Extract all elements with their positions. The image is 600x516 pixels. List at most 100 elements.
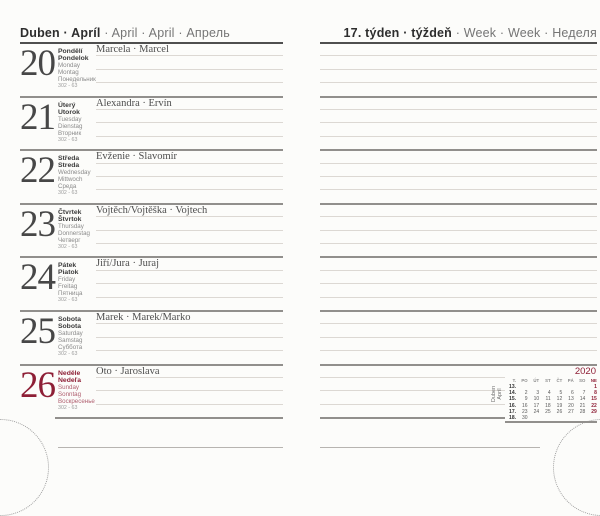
writing-line [320,377,505,378]
mini-calendar-april: 2020 T. PO ÚT ST ČT PÁ SO NE 13. 1 14. 2 3 4 5 6 7 8 15. 9 1… [505,365,597,421]
day-number: 25 [20,311,56,352]
day-label-cs: Sobota [58,316,82,323]
day-label-sk: Piatok [58,269,79,277]
writing-line [96,108,283,110]
calendar-date: 25 [545,409,551,415]
calendar-date: 6 [570,390,574,397]
day-label-cs: Neděle [58,369,81,377]
day-label-ru: Среда [58,183,77,191]
calendar-date: 10 [533,396,540,403]
writing-line [96,376,283,378]
calendar-day-header: SO [579,377,586,383]
day-label-ru: Вторник [58,129,82,137]
nameday-names: Marek · Marek/Marko [96,312,191,323]
writing-line [320,176,597,177]
calendar-day-header: ÚT [533,377,540,383]
day-row: 23 Čtvrtek Štvrtok Thursday Donnerstag Четвер… [20,203,283,257]
day-number: 23 [20,203,56,245]
day-label-en: Sunday [58,383,79,391]
day-label-de: Montag [58,69,79,76]
calendar-date: 27 [568,409,574,415]
page-reference: 302 - 63 [58,83,78,89]
day-label-de: Samstag [58,337,83,344]
calendar-date: 24 [533,409,540,415]
calendar-date: 26 [556,409,563,415]
day-separator [20,363,283,366]
day-label-de: Sonntag [58,390,82,398]
calendar-date: 29 [591,409,597,415]
calendar-month-rotated-label: Duben Apríl [491,368,503,420]
day-separator [320,310,597,312]
day-labels: Úterý Utorok Tuesday Dienstag Вторник [58,102,82,137]
day-separator [320,417,505,420]
writing-line [96,189,283,191]
day-number: 21 [20,96,56,138]
calendar-date: 7 [582,390,586,397]
nameday-names: Alexandra · Ervín [96,97,172,109]
day-row: 20 Pondělí Pondelok Monday Montag Понедельник… [20,42,283,96]
writing-line [96,350,283,352]
day-number: 24 [20,257,56,299]
page-reference: 302 - 63 [58,190,78,197]
day-labels: Pondělí Pondelok Monday Montag Понедельник [58,48,96,83]
writing-line [320,109,597,110]
day-labels: Středa Streda Wednesday Mittwoch Среда [58,155,91,190]
writing-line [320,162,597,164]
day-row: 24 Pátek Piatok Friday Freitag Пятница 302 - 6… [20,256,283,310]
calendar-date: 22 [591,402,597,409]
day-separator [20,310,283,312]
writing-line [96,55,283,57]
week-header-primary: 17. týden · týždeň [343,26,453,40]
day-number: 26 [20,364,56,406]
calendar-date: 17 [533,402,540,409]
nameday-names: Oto · Jaroslava [96,365,160,377]
day-label-ru: Пятница [58,290,83,298]
nameday-names: Jiří/Jura · Juraj [96,258,159,270]
day-label-cs: Pátek [58,262,77,270]
writing-line [320,403,505,405]
writing-line [96,162,283,164]
calendar-week-number: 15. [509,396,516,403]
calendar-date: 3 [536,390,540,397]
nameday-names: Vojtěch/Vojtěška · Vojtech [96,204,208,216]
day-label-cs: Středa [58,155,80,163]
writing-line [320,390,505,392]
calendar-week-number: 17. [509,409,516,415]
planner-spread: { "left_header": { "bold": "Duben · Aprí… [0,26,600,516]
day-separator [20,256,283,259]
calendar-week-col-header: T. [512,377,516,383]
day-separator [320,256,597,259]
writing-line [96,336,283,338]
calendar-date: 2 [524,390,528,397]
page-reference: 302 - 63 [58,297,78,304]
writing-line [96,135,283,137]
day-separator [320,149,597,152]
calendar-day-header: PÁ [567,377,574,383]
calendar-date: 19 [556,402,563,409]
day-label-de: Mittwoch [58,176,83,184]
day-labels: Sobota Sobota Saturday Samstag Суббота [58,316,83,351]
writing-line [320,135,597,137]
calendar-week-number: 13. [509,383,516,390]
writing-line [320,243,597,244]
writing-line [320,82,597,84]
page-reference: 302 - 63 [58,404,78,411]
writing-line [96,175,283,177]
calendar-date: 4 [547,390,551,397]
day-label-de: Freitag [58,283,78,291]
writing-line [96,323,283,325]
calendar-date: 14 [579,396,586,403]
day-labels: Neděle Nedeľa Sunday Sonntag Воскресенье [58,370,95,405]
day-labels: Čtvrtek Štvrtok Thursday Donnerstag Четверг [58,209,90,244]
nameday-names: Evženie · Slavomír [96,151,178,163]
week-header-secondary: · Week · Week · Неделя [452,26,597,40]
day-label-sk: Utorok [58,108,80,116]
calendar-day-header: PO [521,377,528,383]
writing-line [96,283,283,285]
writing-line [320,323,597,325]
calendar-day-header: ST [545,377,551,383]
writing-line [320,189,597,191]
day-label-de: Donnerstag [58,229,90,237]
calendar-date: 23 [521,409,528,415]
writing-line [96,390,283,392]
